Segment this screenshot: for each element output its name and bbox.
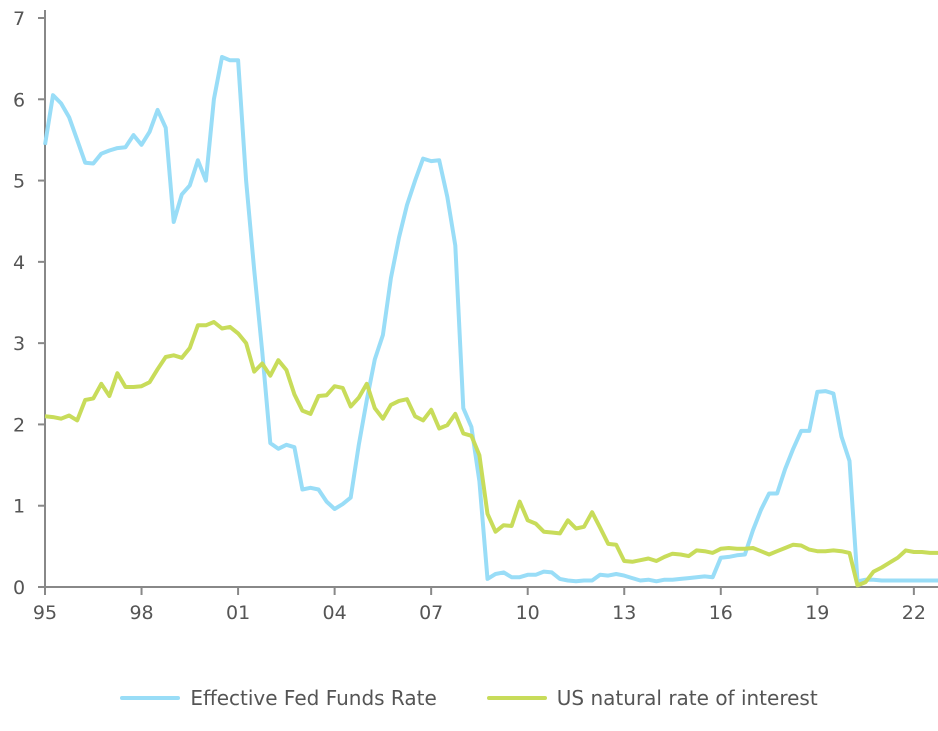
x-tick-label: 22	[902, 602, 926, 624]
y-tick-label: 7	[13, 8, 25, 30]
y-tick-label: 6	[13, 89, 25, 111]
legend-item-natural-rate: US natural rate of interest	[486, 686, 818, 710]
x-tick-label: 19	[805, 602, 829, 624]
x-tick-label: 13	[612, 602, 636, 624]
x-tick-label: 01	[226, 602, 250, 624]
y-tick-label: 0	[13, 577, 25, 599]
natural-rate-line	[44, 320, 938, 588]
x-tick-label: 07	[419, 602, 443, 624]
x-tick-label: 16	[709, 602, 733, 624]
legend-item-fed-funds: Effective Fed Funds Rate	[120, 686, 437, 710]
y-tick-label: 2	[13, 414, 25, 436]
series-lines	[43, 55, 938, 588]
y-tick-label: 5	[13, 171, 25, 193]
y-tick-label: 3	[13, 333, 25, 355]
legend-swatch-natural-rate	[486, 696, 547, 700]
legend: Effective Fed Funds Rate US natural rate…	[0, 686, 938, 710]
fed-funds-rate-line	[43, 55, 938, 584]
x-tick-label: 04	[323, 602, 347, 624]
x-tick-label: 10	[516, 602, 540, 624]
x-tick-label: 98	[129, 602, 153, 624]
y-tick-label: 1	[13, 496, 25, 518]
legend-swatch-fed-funds	[120, 696, 181, 700]
x-tick-label: 95	[33, 602, 57, 624]
y-tick-label: 4	[13, 252, 25, 274]
legend-label-natural-rate: US natural rate of interest	[556, 686, 818, 710]
legend-label-fed-funds: Effective Fed Funds Rate	[190, 686, 437, 710]
